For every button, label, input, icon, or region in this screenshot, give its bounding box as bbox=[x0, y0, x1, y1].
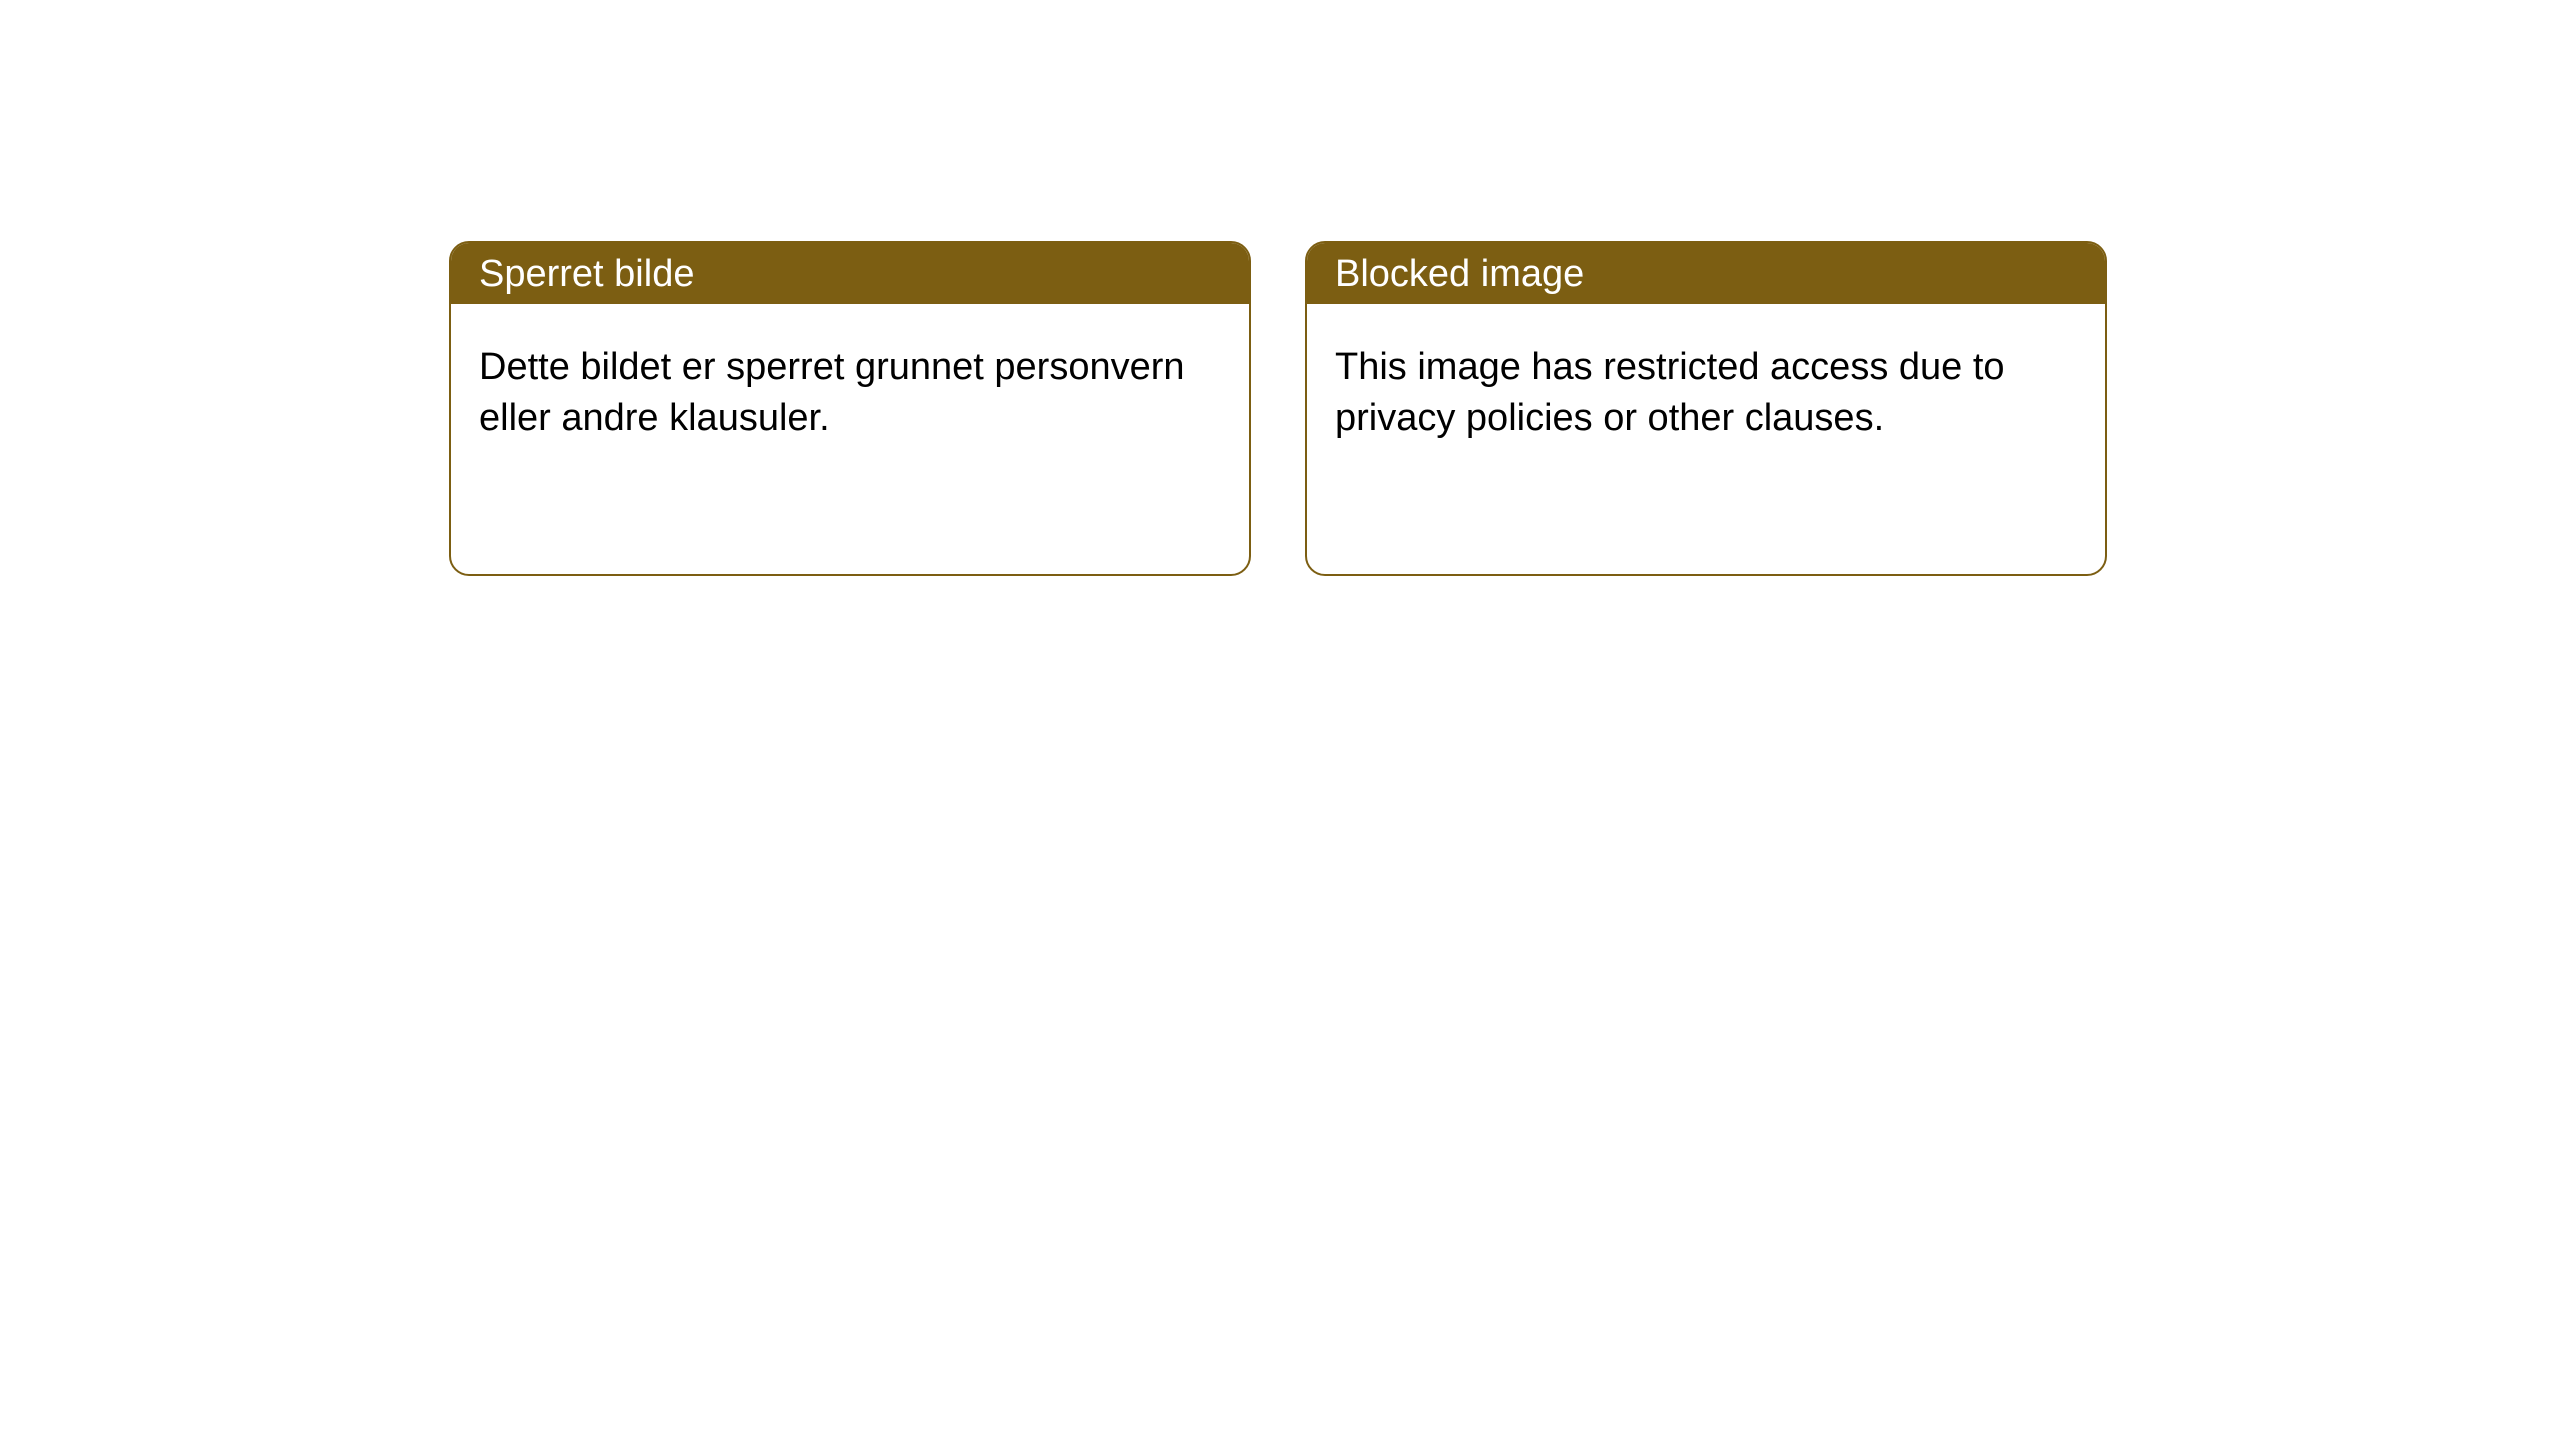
card-body-english: This image has restricted access due to … bbox=[1307, 304, 2105, 483]
card-body-norwegian: Dette bildet er sperret grunnet personve… bbox=[451, 304, 1249, 483]
info-card-english: Blocked image This image has restricted … bbox=[1305, 241, 2107, 576]
card-header-english: Blocked image bbox=[1307, 243, 2105, 304]
card-header-norwegian: Sperret bilde bbox=[451, 243, 1249, 304]
info-card-norwegian: Sperret bilde Dette bildet er sperret gr… bbox=[449, 241, 1251, 576]
cards-container: Sperret bilde Dette bildet er sperret gr… bbox=[0, 0, 2560, 576]
